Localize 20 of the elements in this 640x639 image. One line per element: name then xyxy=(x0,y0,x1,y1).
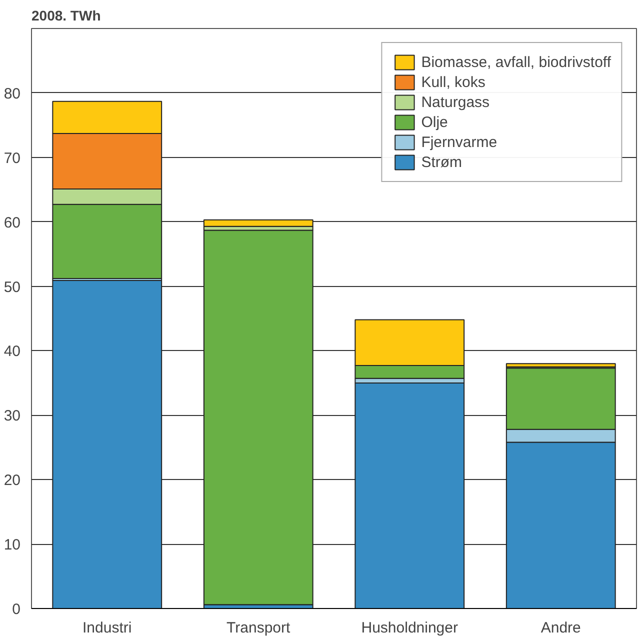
y-tick-label: 0 xyxy=(12,601,20,618)
legend-label: Kull, koks xyxy=(421,74,486,90)
x-tick-label: Husholdninger xyxy=(361,620,458,636)
y-tick-label: 30 xyxy=(4,408,21,425)
legend-label: Strøm xyxy=(421,154,462,170)
legend-label: Naturgass xyxy=(421,94,490,110)
y-tick-label: 70 xyxy=(4,150,21,167)
y-tick-label: 50 xyxy=(4,278,21,296)
y-tick-label: 40 xyxy=(4,343,21,360)
y-tick-label: 60 xyxy=(4,214,21,232)
x-tick-label: Andre xyxy=(540,620,581,636)
legend-label: Olje xyxy=(421,114,448,130)
legend-label: Fjernvarme xyxy=(421,134,498,150)
x-tick-label: Transport xyxy=(226,620,292,636)
x-tick-label: Industri xyxy=(82,620,132,636)
y-tick-label: 10 xyxy=(4,536,21,554)
y-tick-label: 20 xyxy=(4,472,21,490)
y-tick-label: 80 xyxy=(4,85,21,102)
legend-label: Biomasse, avfall, biodrivstoff xyxy=(421,54,611,70)
chart-title: 2008. TWh xyxy=(32,8,101,24)
